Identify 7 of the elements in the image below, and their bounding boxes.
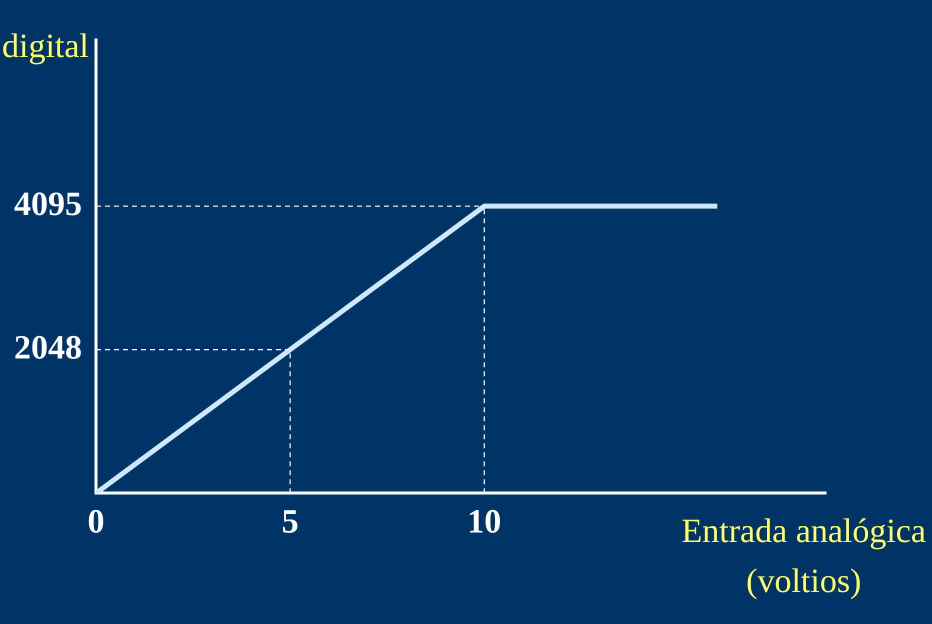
x-tick-label: 10 (467, 503, 502, 540)
y-tick-label: 4095 (14, 186, 82, 223)
x-tick-label: 5 (282, 503, 299, 540)
x-axis-title: Entrada analógica (voltios) (682, 513, 926, 600)
y-tick-label: 2048 (14, 329, 82, 366)
y-axis-title: digital (2, 28, 89, 65)
x-tick-label: 0 (88, 503, 104, 540)
